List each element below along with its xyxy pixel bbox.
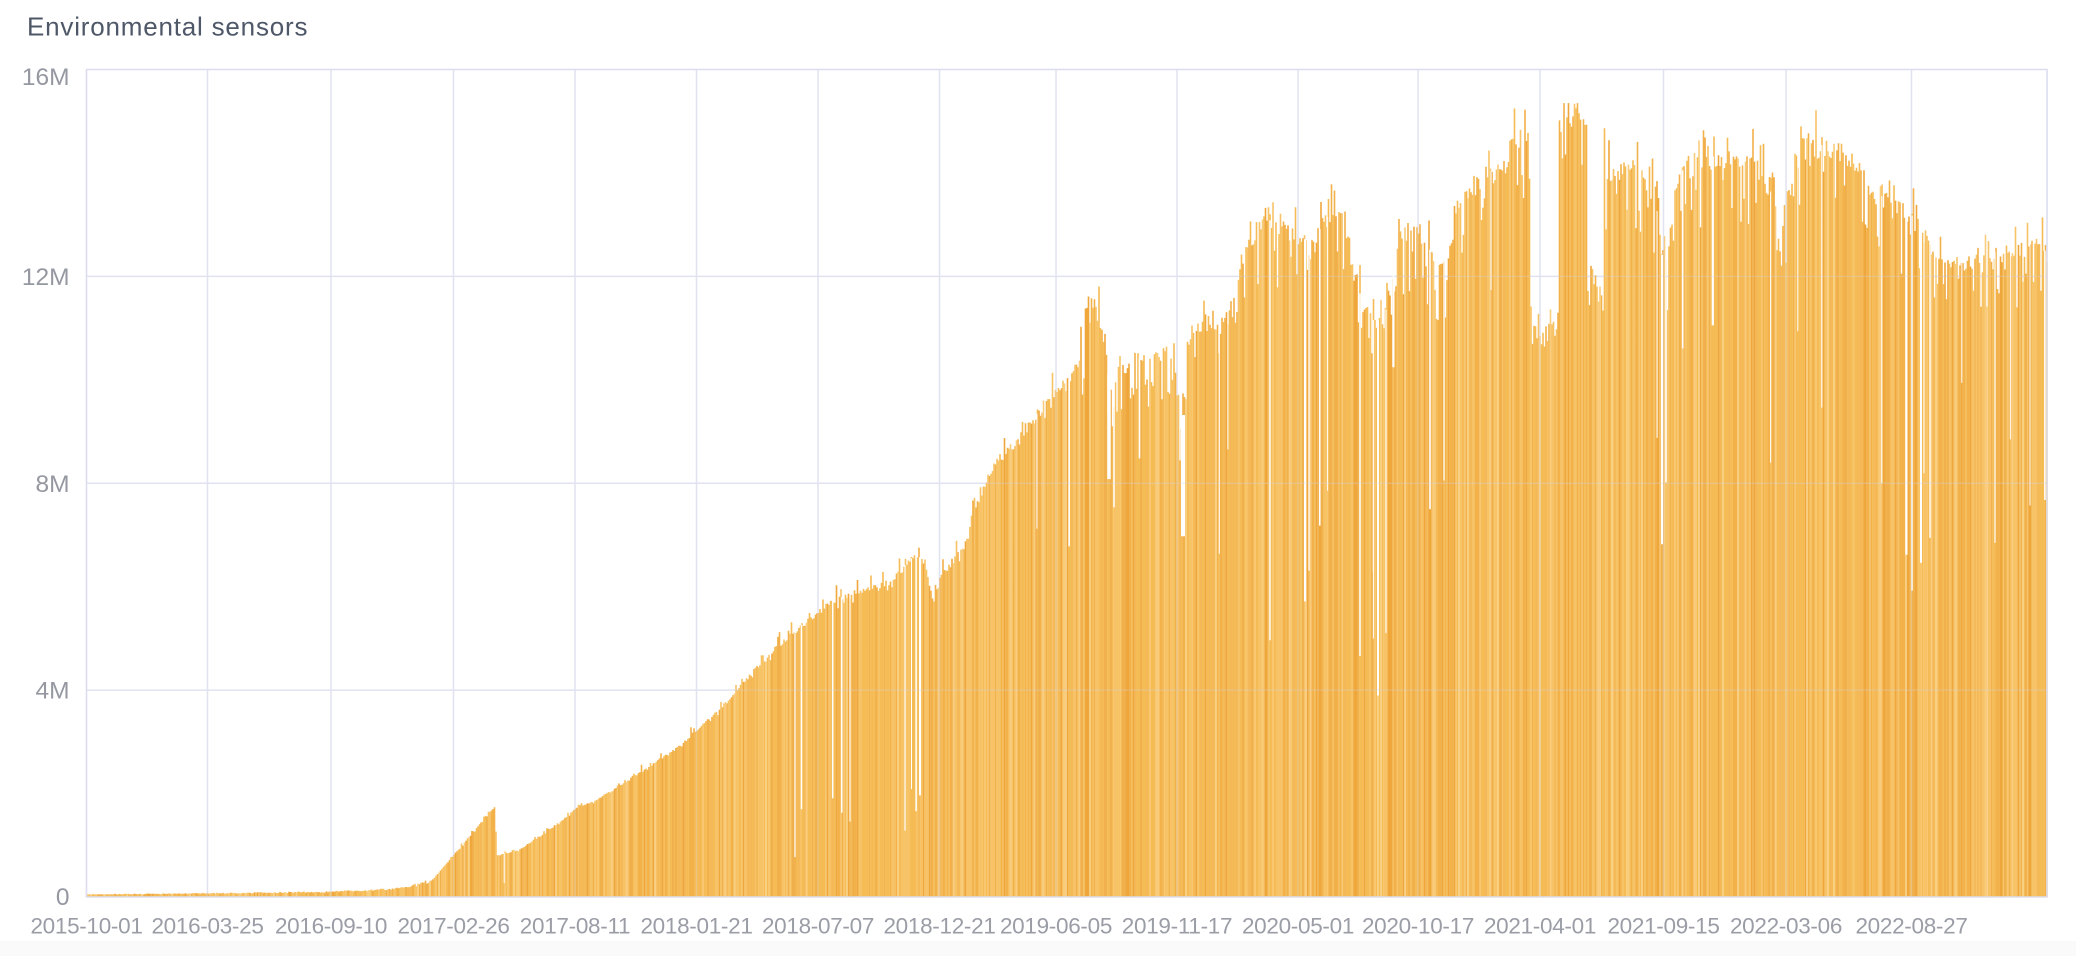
svg-text:2017-08-11: 2017-08-11 — [520, 914, 630, 939]
svg-text:16M: 16M — [22, 64, 70, 91]
svg-text:2020-05-01: 2020-05-01 — [1242, 914, 1354, 939]
svg-text:2020-10-17: 2020-10-17 — [1362, 914, 1474, 939]
svg-text:2017-02-26: 2017-02-26 — [397, 914, 509, 939]
svg-text:2018-01-21: 2018-01-21 — [640, 914, 752, 939]
svg-text:2016-03-25: 2016-03-25 — [151, 914, 263, 939]
svg-text:2022-03-06: 2022-03-06 — [1730, 914, 1842, 939]
svg-text:2015-10-01: 2015-10-01 — [30, 914, 142, 939]
svg-text:12M: 12M — [22, 264, 70, 291]
svg-text:2018-07-07: 2018-07-07 — [762, 914, 874, 939]
svg-text:Environmental sensors: Environmental sensors — [27, 12, 308, 42]
svg-text:2019-11-17: 2019-11-17 — [1122, 914, 1232, 939]
svg-text:0: 0 — [56, 884, 70, 911]
svg-text:2016-09-10: 2016-09-10 — [275, 914, 387, 939]
svg-text:8M: 8M — [35, 471, 69, 498]
svg-text:2021-04-01: 2021-04-01 — [1484, 914, 1596, 939]
svg-text:2019-06-05: 2019-06-05 — [1000, 914, 1112, 939]
svg-text:4M: 4M — [35, 678, 69, 705]
svg-text:2022-08-27: 2022-08-27 — [1855, 914, 1967, 939]
svg-text:2021-09-15: 2021-09-15 — [1607, 914, 1719, 939]
svg-text:2018-12-21: 2018-12-21 — [883, 914, 995, 939]
